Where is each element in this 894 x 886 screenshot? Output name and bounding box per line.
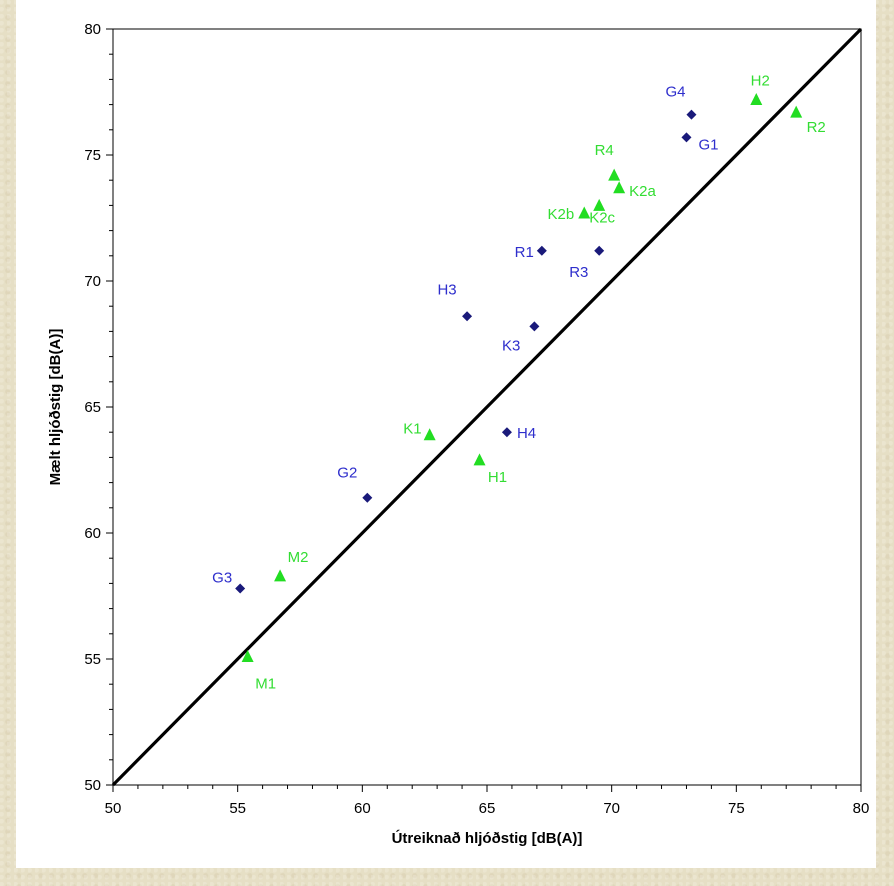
point-label-G4: G4 xyxy=(665,84,685,101)
point-label-M1: M1 xyxy=(255,675,276,692)
point-G1 xyxy=(681,132,692,143)
point-label-M2: M2 xyxy=(288,549,309,566)
point-label-G2: G2 xyxy=(337,465,357,482)
point-label-H3: H3 xyxy=(437,281,456,298)
point-K3 xyxy=(529,321,540,332)
point-R1 xyxy=(536,245,547,256)
point-label-G3: G3 xyxy=(212,569,232,586)
x-tick-label: 70 xyxy=(603,800,620,817)
point-label-K2a: K2a xyxy=(629,183,656,200)
reference-line xyxy=(111,27,863,787)
point-label-G1: G1 xyxy=(698,136,718,153)
point-label-R2: R2 xyxy=(807,119,826,136)
point-label-H1: H1 xyxy=(488,469,507,486)
point-G2 xyxy=(362,492,373,503)
y-axis-title: Mælt hljóðstig [dB(A)] xyxy=(47,329,64,486)
y-tick-label: 80 xyxy=(84,21,101,38)
x-tick-label: 55 xyxy=(229,800,246,817)
point-label-K3: K3 xyxy=(502,337,520,354)
point-G4 xyxy=(686,109,697,120)
x-tick-label: 75 xyxy=(728,800,745,817)
x-tick-label: 50 xyxy=(105,800,122,817)
point-G3 xyxy=(235,583,246,594)
scatter-chart: 50 55 60 65 70 75 80 50 55 60 65 70 75 80 G4 G1 R1 R3 H3 K3… xyxy=(47,21,870,847)
x-tick-label: 65 xyxy=(479,800,496,817)
y-tick-label: 50 xyxy=(84,777,101,794)
y-tick-label: 70 xyxy=(84,273,101,290)
point-label-H4: H4 xyxy=(517,425,536,442)
point-label-K2b: K2b xyxy=(548,206,575,223)
point-label-R1: R1 xyxy=(515,244,534,261)
point-R4 xyxy=(608,168,621,181)
y-tick-label: 65 xyxy=(84,399,101,416)
x-tick-label: 80 xyxy=(853,800,870,817)
point-H3 xyxy=(462,311,473,322)
point-M2 xyxy=(274,569,287,582)
point-H4 xyxy=(501,427,512,438)
point-K2a xyxy=(613,181,626,194)
point-R3 xyxy=(594,245,605,256)
point-label-R3: R3 xyxy=(569,264,588,281)
point-label-H2: H2 xyxy=(751,73,770,90)
point-R2 xyxy=(790,105,803,118)
point-K2b xyxy=(578,206,591,219)
point-H2 xyxy=(750,93,763,106)
point-K1 xyxy=(423,428,436,441)
point-K2c xyxy=(593,198,606,211)
point-label-K1: K1 xyxy=(403,421,421,438)
x-axis-title: Útreiknað hljóðstig [dB(A)] xyxy=(392,829,583,847)
point-label-K2c: K2c xyxy=(589,209,615,226)
y-tick-label: 55 xyxy=(84,651,101,668)
y-tick-label: 75 xyxy=(84,147,101,164)
chart-panel: 50 55 60 65 70 75 80 50 55 60 65 70 75 80 G4 G1 R1 R3 H3 K3… xyxy=(16,0,876,868)
point-H1 xyxy=(473,453,486,466)
x-tick-label: 60 xyxy=(354,800,371,817)
y-tick-label: 60 xyxy=(84,525,101,542)
point-M1 xyxy=(241,649,254,662)
point-label-R4: R4 xyxy=(595,142,614,159)
